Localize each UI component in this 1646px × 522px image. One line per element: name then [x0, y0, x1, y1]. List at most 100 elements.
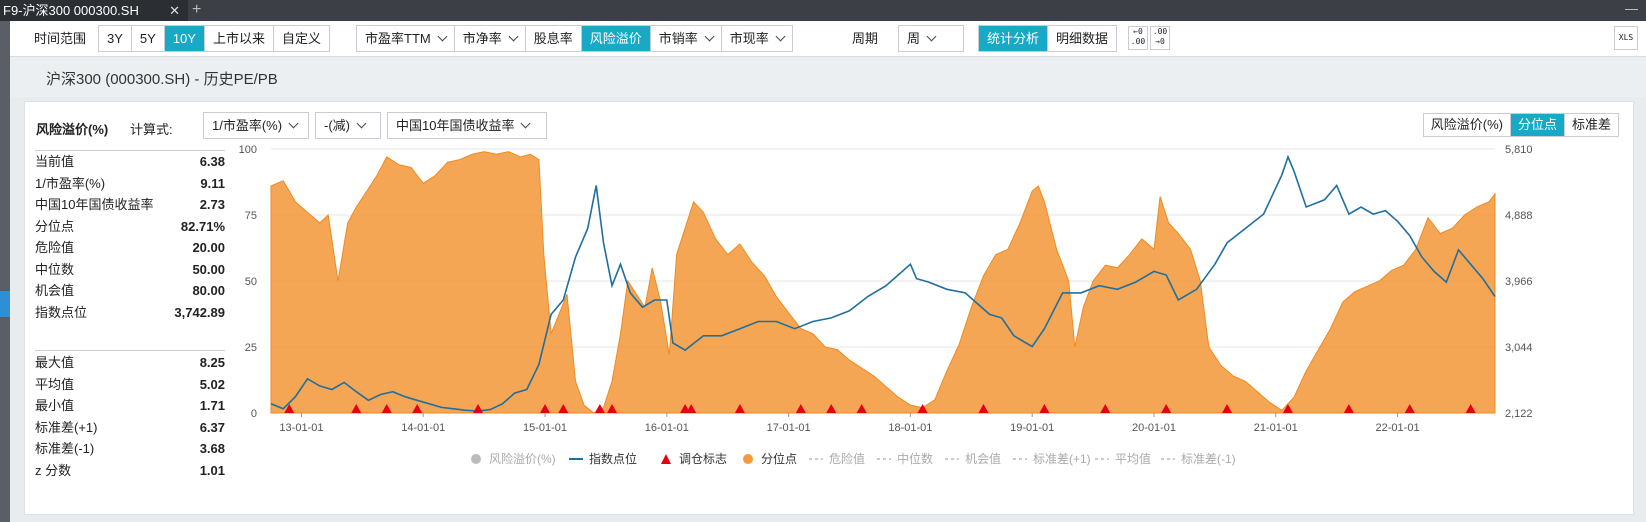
rebalance-marker	[412, 404, 423, 413]
minimize-icon[interactable]: —	[1625, 1, 1638, 16]
stat-row: z 分数 1.01	[35, 462, 225, 478]
rebalance-marker	[917, 404, 928, 413]
window-tab[interactable]: F9-沪深300 000300.SH ✕	[0, 0, 188, 21]
legend-marker	[471, 454, 481, 464]
percentile-area	[270, 151, 1496, 414]
stat-row: 最大值 8.25	[35, 355, 225, 370]
metric-risk-premium[interactable]: 风险溢价	[581, 26, 651, 51]
rebalance-marker	[540, 404, 551, 413]
x-tick-label: 16-01-01	[645, 422, 689, 434]
metric-pb[interactable]: 市净率	[455, 26, 526, 51]
rebalance-marker	[978, 404, 989, 413]
decrease-decimal-icon[interactable]: ←0 .00	[1128, 26, 1148, 50]
stats-current: 当前值 6.38 1/市盈率(%) 9.11 中国10年国债收益率 2.73 分位点 8…	[35, 151, 225, 323]
rebalance-marker	[1465, 404, 1476, 413]
stat-row: 最小值 1.71	[35, 398, 225, 413]
rebalance-marker	[594, 404, 605, 413]
legend-label: 中位数	[897, 451, 933, 466]
period-select[interactable]: 周	[898, 25, 964, 52]
stats-divider-bottom	[35, 350, 225, 351]
y-left-tick-label: 50	[245, 276, 257, 288]
x-tick-label: 13-01-01	[279, 422, 323, 434]
stat-row: 中位数 50.00	[35, 261, 225, 277]
close-icon[interactable]: ✕	[169, 3, 180, 18]
formula-select-pe[interactable]: 1/市盈率(%)	[203, 112, 309, 139]
stats-summary: 最大值 8.25 平均值 5.02 最小值 1.71 标准差(+1) 6.37 标准差(…	[35, 352, 225, 481]
legend-label: 标准差(+1)	[1033, 452, 1091, 466]
view-statistics[interactable]: 统计分析	[979, 26, 1049, 51]
stat-row: 当前值 6.38	[35, 154, 225, 169]
legend-marker	[661, 454, 671, 464]
metric-group: 市盈率TTM 市净率 股息率 风险溢价 市销率 市现率	[356, 25, 793, 52]
rebalance-marker	[1282, 404, 1293, 413]
time-range-5y[interactable]: 5Y	[132, 26, 165, 51]
metric-ps[interactable]: 市销率	[651, 26, 722, 51]
increase-decimal-icon[interactable]: .00 →0	[1150, 26, 1170, 50]
legend-label: 标准差(-1)	[1181, 452, 1236, 466]
legend-item[interactable]: 风险溢价(%)	[471, 451, 556, 466]
legend-item[interactable]: 机会值	[945, 451, 1001, 466]
metric-pe-ttm[interactable]: 市盈率TTM	[357, 26, 455, 51]
stat-row: 分位点 82.71%	[35, 218, 225, 234]
stats-divider-top	[35, 150, 225, 151]
legend-item[interactable]: 平均值	[1095, 451, 1151, 466]
toolbar: 时间范围 3Y 5Y 10Y 上市以来 自定义 市盈率TTM 市净率 股息率 风…	[10, 21, 1646, 57]
legend-item[interactable]: 标准差(-1)	[1161, 452, 1236, 466]
legend-label: 危险值	[829, 451, 865, 466]
legend-item[interactable]: 分位点	[743, 451, 797, 466]
legend-label: 指数点位	[589, 451, 637, 466]
chart-panel: 风险溢价(%) 计算式: 1/市盈率(%) -(减) 中国10年国债收益率 风险…	[24, 101, 1634, 515]
risk-premium-chart[interactable]: 0 25 50 75 100 2,122 3,044 3,966 4,888 5,810 13-01…	[231, 102, 1631, 512]
time-range-since-listing[interactable]: 上市以来	[205, 26, 274, 51]
y-left-tick-label: 100	[239, 144, 257, 156]
display-mode-group: 风险溢价(%) 分位点 标准差	[1422, 113, 1619, 137]
rebalance-marker	[1343, 404, 1354, 413]
y-right-tick-label: 5,810	[1505, 144, 1533, 156]
new-tab-icon[interactable]: +	[192, 1, 202, 18]
legend-item[interactable]: 危险值	[809, 451, 865, 466]
time-range-group: 3Y 5Y 10Y 上市以来 自定义	[98, 25, 330, 52]
formula-select-op[interactable]: -(减)	[315, 112, 381, 139]
x-tick-label: 20-01-01	[1132, 422, 1176, 434]
mode-risk-premium[interactable]: 风险溢价(%)	[1424, 114, 1511, 136]
legend-label: 调仓标志	[679, 452, 727, 466]
time-range-3y[interactable]: 3Y	[99, 26, 132, 51]
y-left-tick-label: 25	[245, 342, 257, 354]
legend-item[interactable]: 指数点位	[569, 451, 637, 466]
time-range-custom[interactable]: 自定义	[281, 31, 321, 46]
mode-percentile[interactable]: 分位点	[1510, 114, 1565, 136]
time-range-label: 时间范围	[34, 31, 87, 46]
y-left-tick-label: 75	[245, 210, 257, 222]
x-tick-label: 19-01-01	[1010, 422, 1054, 434]
legend-label: 分位点	[761, 451, 797, 466]
sidebar-active-marker[interactable]	[0, 291, 10, 317]
page-header: 沪深300 (000300.SH) - 历史PE/PB	[10, 57, 1646, 97]
export-excel-icon[interactable]: XLS	[1614, 26, 1638, 50]
metric-pcf[interactable]: 市现率	[722, 26, 792, 51]
period-value[interactable]: 周	[899, 26, 963, 51]
stat-row: 标准差(+1) 6.37	[35, 419, 225, 435]
stat-row: 中国10年国债收益率 2.73	[35, 197, 225, 212]
formula-select-bond[interactable]: 中国10年国债收益率	[387, 112, 547, 139]
rebalance-marker	[1404, 404, 1415, 413]
stat-row: 1/市盈率(%) 9.11	[35, 175, 225, 191]
legend-item[interactable]: 标准差(+1)	[1013, 452, 1091, 466]
stat-row: 机会值 80.00	[35, 283, 225, 298]
rebalance-marker	[351, 404, 362, 413]
stat-row: 危险值 20.00	[35, 240, 225, 255]
stat-row: 平均值 5.02	[35, 376, 225, 392]
x-tick-label: 14-01-01	[401, 422, 445, 434]
time-range-10y[interactable]: 10Y	[164, 26, 205, 51]
metric-dividend-yield[interactable]: 股息率	[526, 26, 582, 51]
title-bar: F9-沪深300 000300.SH ✕ + —	[0, 0, 1646, 21]
rebalance-marker	[795, 404, 806, 413]
y-right-tick-label: 4,888	[1505, 210, 1533, 222]
legend-item[interactable]: 中位数	[877, 451, 933, 466]
page-title: 沪深300 (000300.SH) - 历史PE/PB	[46, 71, 278, 88]
legend-item[interactable]: 调仓标志	[661, 452, 727, 466]
legend-marker	[743, 454, 753, 464]
view-details[interactable]: 明细数据	[1056, 31, 1109, 46]
mode-stddev[interactable]: 标准差	[1571, 117, 1611, 132]
rebalance-marker	[473, 404, 484, 413]
rebalance-marker	[607, 404, 618, 413]
